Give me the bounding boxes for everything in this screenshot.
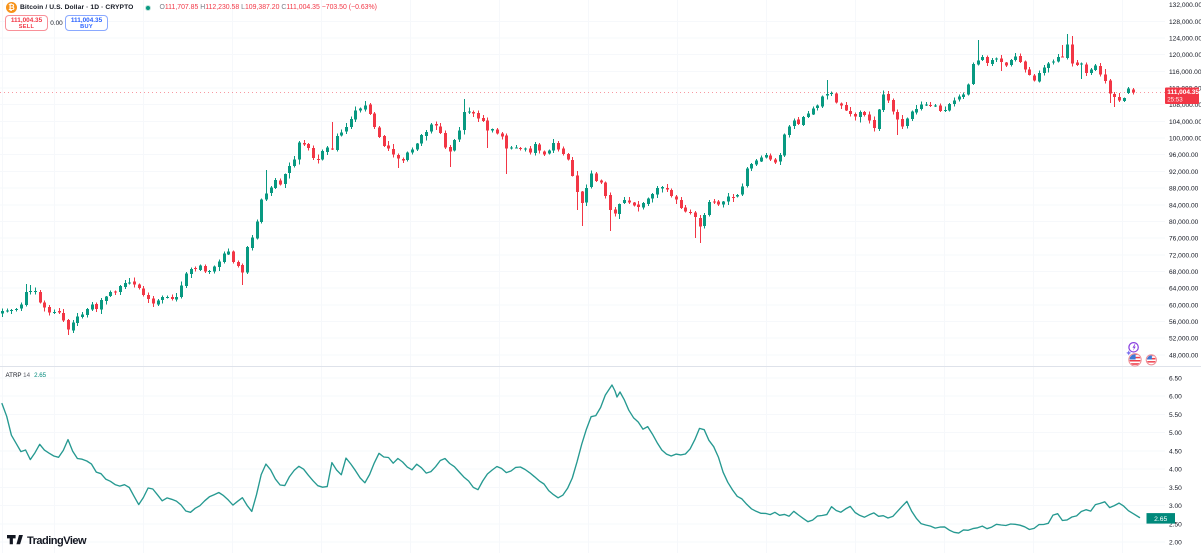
svg-text:3.00: 3.00	[1169, 503, 1182, 510]
svg-text:88,000.00: 88,000.00	[1169, 186, 1199, 193]
svg-text:72,000.00: 72,000.00	[1169, 252, 1199, 259]
svg-text:6.50: 6.50	[1169, 375, 1182, 382]
svg-text:108,000.00: 108,000.00	[1169, 102, 1201, 109]
svg-text:120,000.00: 120,000.00	[1169, 52, 1201, 59]
svg-text:104,000.00: 104,000.00	[1169, 119, 1201, 126]
svg-text:4.50: 4.50	[1169, 448, 1182, 455]
svg-text:6.00: 6.00	[1169, 394, 1182, 401]
svg-text:76,000.00: 76,000.00	[1169, 236, 1199, 243]
svg-text:132,000.00: 132,000.00	[1169, 2, 1201, 9]
svg-text:64,000.00: 64,000.00	[1169, 286, 1199, 293]
svg-text:5.50: 5.50	[1169, 412, 1182, 419]
svg-text:124,000.00: 124,000.00	[1169, 36, 1201, 43]
svg-text:2.65: 2.65	[1154, 516, 1167, 523]
svg-text:2.00: 2.00	[1169, 540, 1182, 547]
svg-text:52,000.00: 52,000.00	[1169, 336, 1199, 343]
svg-text:48,000.00: 48,000.00	[1169, 352, 1199, 359]
svg-text:111,004.35: 111,004.35	[1167, 89, 1199, 96]
svg-text:60,000.00: 60,000.00	[1169, 302, 1199, 309]
svg-text:96,000.00: 96,000.00	[1169, 152, 1199, 159]
svg-text:4.00: 4.00	[1169, 467, 1182, 474]
svg-text:68,000.00: 68,000.00	[1169, 269, 1199, 276]
svg-text:80,000.00: 80,000.00	[1169, 219, 1199, 226]
svg-text:5.00: 5.00	[1169, 430, 1182, 437]
svg-text:92,000.00: 92,000.00	[1169, 169, 1199, 176]
svg-text:25:53: 25:53	[1167, 96, 1183, 103]
svg-text:2.50: 2.50	[1169, 521, 1182, 528]
svg-text:116,000.00: 116,000.00	[1169, 69, 1201, 76]
svg-text:84,000.00: 84,000.00	[1169, 202, 1199, 209]
svg-text:100,000.00: 100,000.00	[1169, 136, 1201, 143]
svg-text:56,000.00: 56,000.00	[1169, 319, 1199, 326]
svg-text:128,000.00: 128,000.00	[1169, 19, 1201, 26]
svg-text:3.50: 3.50	[1169, 485, 1182, 492]
